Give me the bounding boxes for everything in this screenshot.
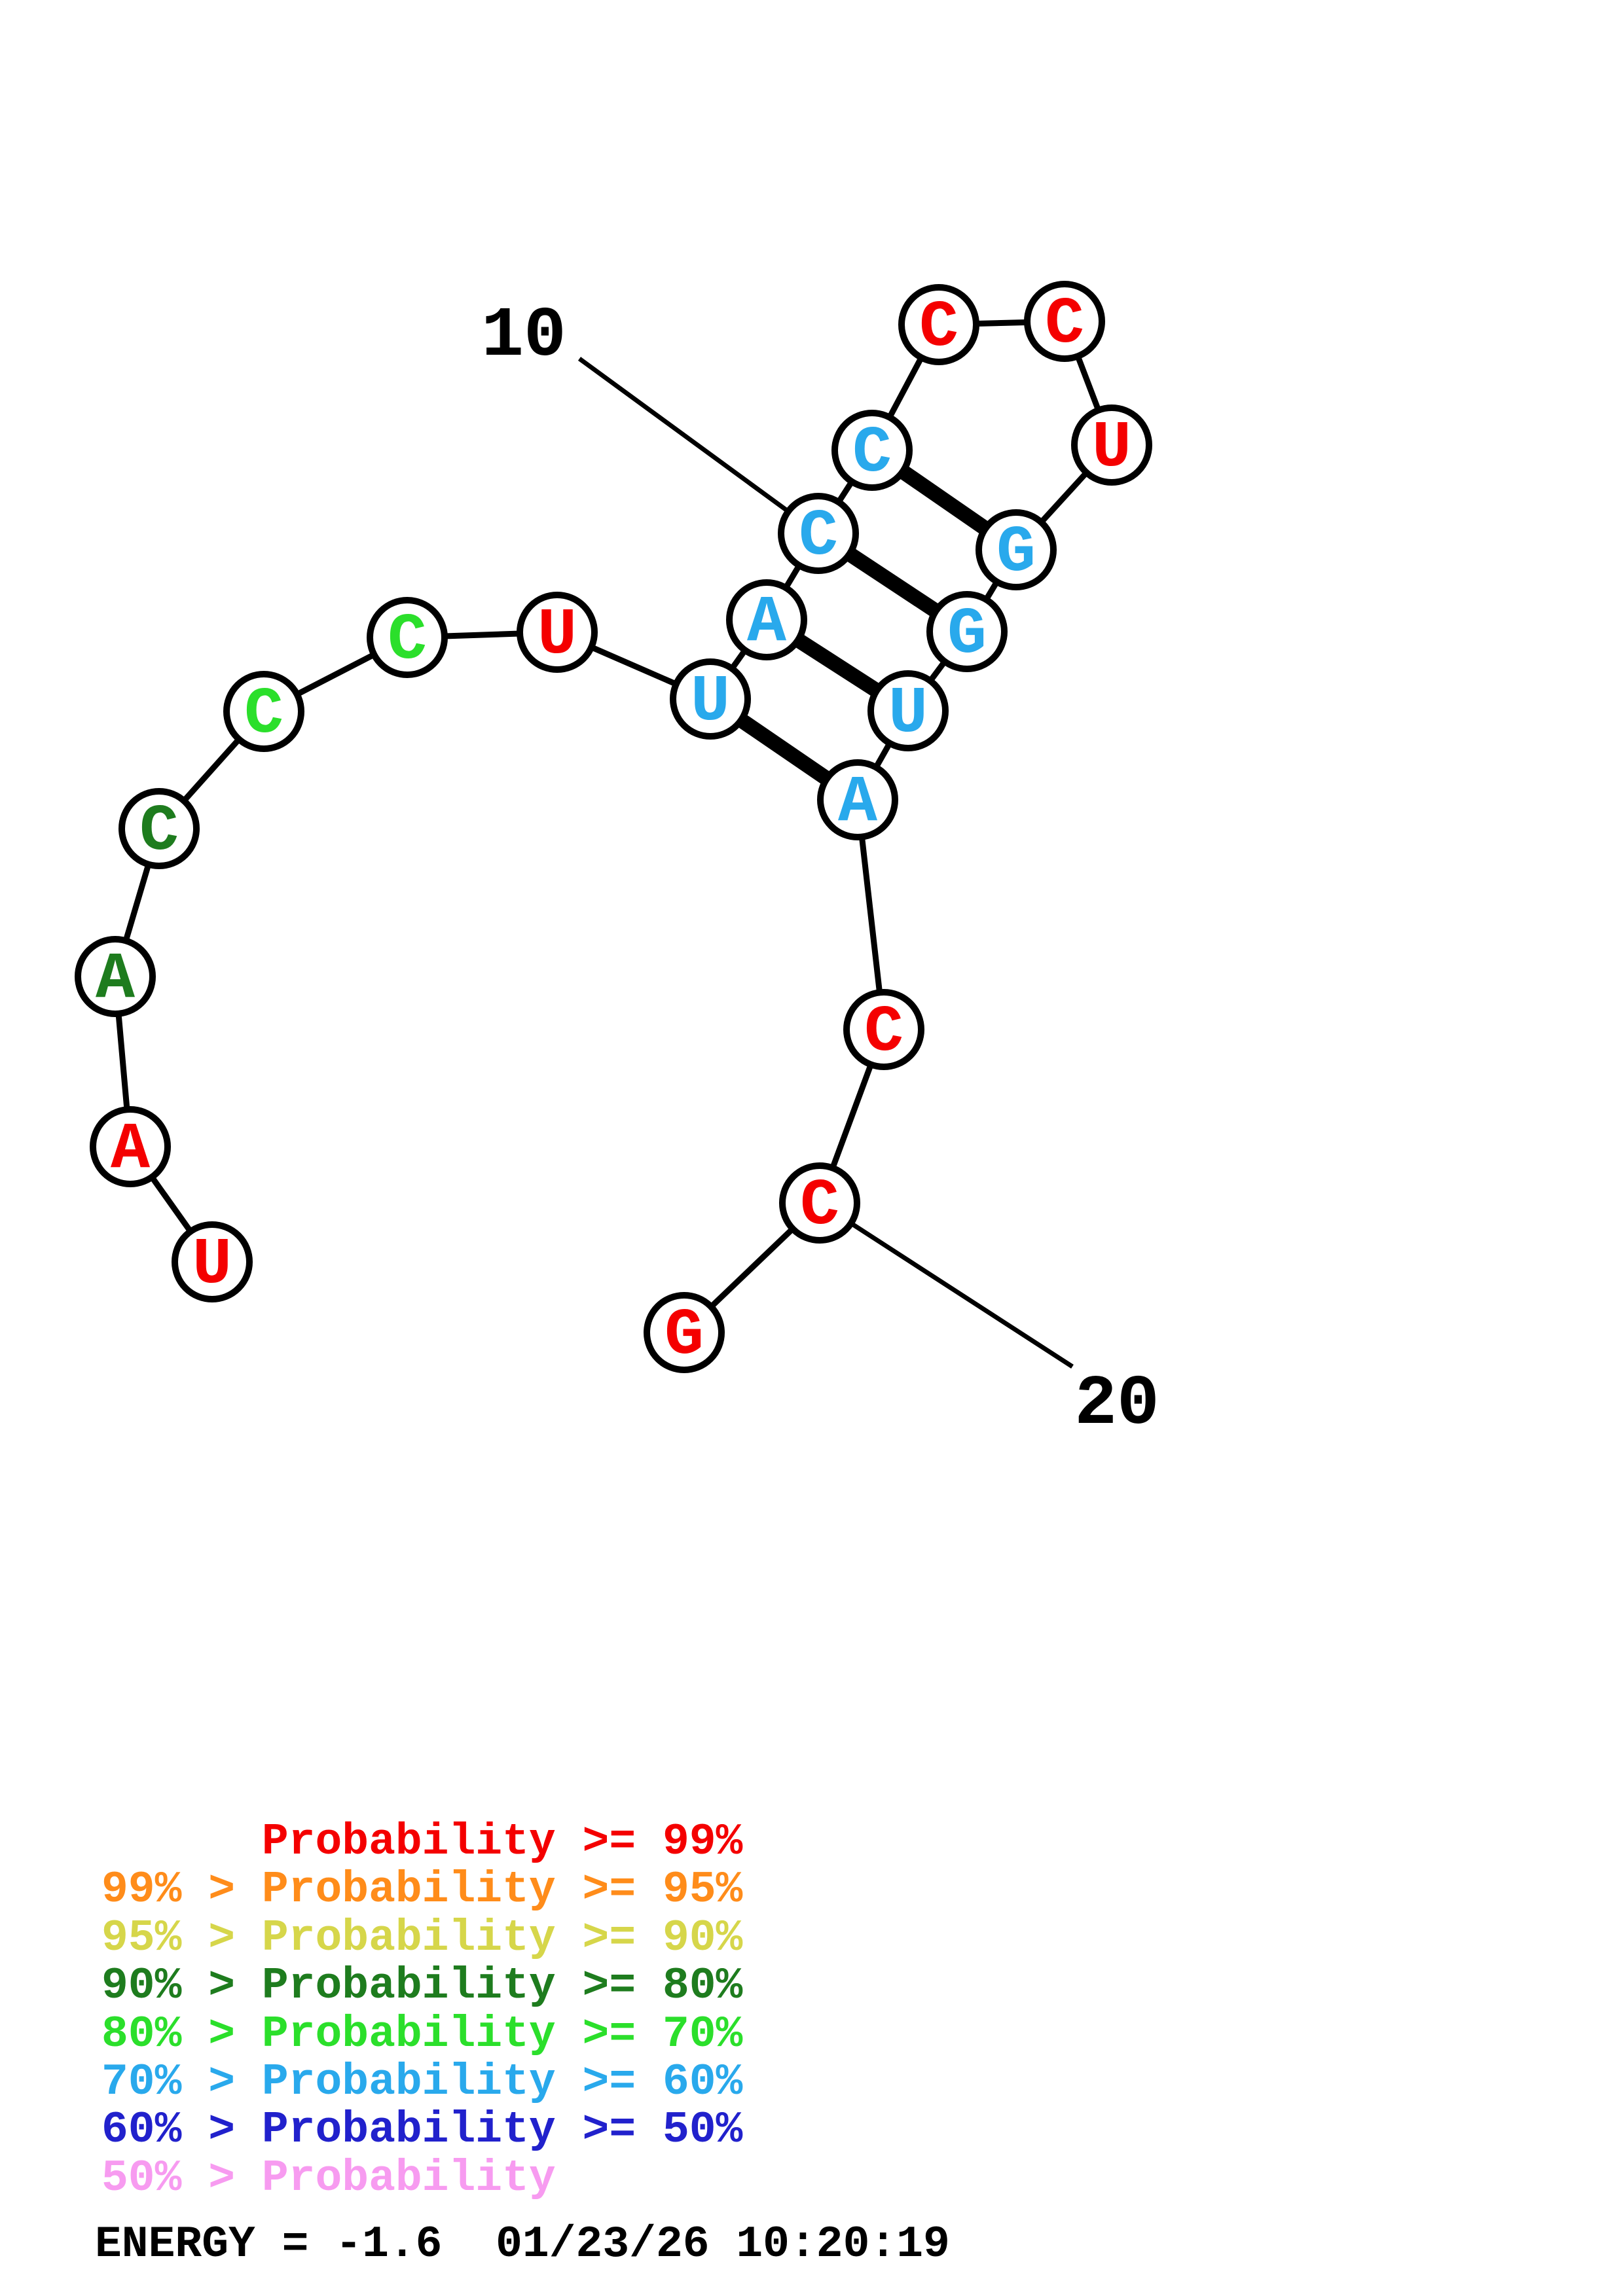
- nucleotide-base-5: C: [244, 678, 283, 752]
- nucleotide-base-6: C: [388, 604, 427, 678]
- nucleotide-circle-18: [817, 759, 898, 840]
- legend-row-6: 60% > Probability >= 50%: [101, 2105, 743, 2155]
- nucleotide-circle-10: [778, 493, 859, 574]
- nucleotide-base-12: C: [919, 291, 958, 365]
- nucleotide-circle-2: [90, 1106, 171, 1187]
- label-leader-line: [577, 357, 820, 535]
- nucleotide-base-19: C: [864, 996, 903, 1070]
- nucleotide-circle-21: [644, 1292, 725, 1373]
- nucleotide-base-21: G: [665, 1299, 704, 1373]
- nucleotide-circle-16: [926, 591, 1008, 672]
- nucleotide-base-7: U: [538, 599, 577, 673]
- energy-line: ENERGY = -1.6 01/23/26 10:20:19: [95, 2219, 950, 2270]
- nucleotide-circle-5: [223, 671, 304, 752]
- nucleotide-base-17: U: [888, 677, 928, 751]
- sequence-position-label-20: 20: [1074, 1365, 1159, 1444]
- legend-row-5: 70% > Probability >= 60%: [101, 2057, 743, 2108]
- nucleotide-base-13: C: [1045, 288, 1084, 362]
- nucleotide-base-8: U: [691, 666, 730, 740]
- nucleotide-circle-6: [367, 597, 448, 678]
- nucleotide-base-3: A: [96, 943, 136, 1017]
- nucleotide-circle-3: [75, 936, 156, 1017]
- nucleotide-circle-20: [779, 1162, 860, 1244]
- nucleotide-base-11: C: [852, 417, 892, 491]
- nucleotide-circle-19: [843, 989, 924, 1070]
- nucleotide-circle-7: [517, 592, 598, 673]
- nucleotide-circle-11: [831, 410, 913, 491]
- nucleotide-base-2: A: [111, 1113, 151, 1187]
- legend-row-7: 50% > Probability: [101, 2153, 556, 2204]
- nucleotide-base-1: U: [192, 1229, 232, 1302]
- legend-row-0: Probability >= 99%: [101, 1817, 743, 1867]
- nucleotide-base-10: C: [799, 500, 838, 574]
- nucleotide-circle-1: [172, 1221, 253, 1302]
- sequence-position-label-10: 10: [481, 296, 566, 376]
- nucleotide-base-18: A: [838, 766, 878, 840]
- nucleotide-base-16: G: [947, 598, 987, 672]
- nucleotide-circle-12: [898, 284, 979, 365]
- nucleotide-circle-15: [976, 509, 1057, 590]
- nucleotide-base-20: C: [800, 1170, 839, 1244]
- legend-row-2: 95% > Probability >= 90%: [101, 1913, 743, 1964]
- nucleotide-base-9: A: [747, 586, 787, 660]
- nucleotide-circle-8: [670, 658, 751, 740]
- legend-row-4: 80% > Probability >= 70%: [101, 2009, 743, 2060]
- nucleotide-base-15: G: [996, 516, 1036, 590]
- nucleotide-base-14: U: [1092, 412, 1131, 486]
- nucleotide-circle-17: [867, 670, 949, 751]
- nucleotide-circle-4: [119, 788, 200, 869]
- legend-row-1: 99% > Probability >= 95%: [101, 1865, 743, 1915]
- nucleotide-circle-14: [1071, 404, 1152, 486]
- nucleotide-base-4: C: [139, 795, 179, 869]
- legend-row-3: 90% > Probability >= 80%: [101, 1961, 743, 2011]
- nucleotide-circle-9: [726, 579, 807, 660]
- label-leader-line: [818, 1201, 1074, 1369]
- nucleotide-circle-13: [1024, 281, 1105, 362]
